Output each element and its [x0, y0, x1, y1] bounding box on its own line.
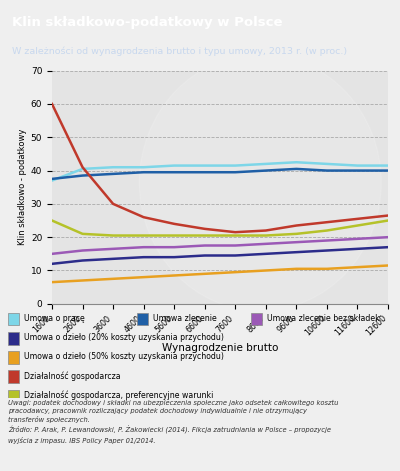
FancyBboxPatch shape	[8, 351, 19, 364]
Text: W zależności od wynagrodzenia brutto i typu umowy, 2013 r. (w proc.): W zależności od wynagrodzenia brutto i t…	[12, 47, 347, 57]
Text: Uwagi: podatek dochodowy i składki na ubezpieczenia społeczne jako odsetek całko: Uwagi: podatek dochodowy i składki na ub…	[8, 399, 338, 444]
FancyBboxPatch shape	[8, 390, 19, 403]
Text: Umowa o dzieło (20% koszty uzyskania przychodu): Umowa o dzieło (20% koszty uzyskania prz…	[24, 333, 224, 342]
Text: Klin składkowo-podatkowy w Polsce: Klin składkowo-podatkowy w Polsce	[12, 16, 282, 29]
Text: Działalność gospodarcza: Działalność gospodarcza	[24, 371, 120, 381]
FancyBboxPatch shape	[8, 313, 19, 325]
Text: Umowa zlecenie bez składek: Umowa zlecenie bez składek	[267, 314, 379, 323]
Text: Umowa o pracę: Umowa o pracę	[24, 314, 84, 323]
FancyBboxPatch shape	[8, 332, 19, 345]
Ellipse shape	[139, 54, 381, 311]
Y-axis label: Klin składkowo - podatkowy: Klin składkowo - podatkowy	[18, 129, 27, 245]
Text: Działalność gospodarcza, preferencyjne warunki: Działalność gospodarcza, preferencyjne w…	[24, 390, 213, 400]
FancyBboxPatch shape	[8, 370, 19, 383]
X-axis label: Wynagrodzenie brutto: Wynagrodzenie brutto	[162, 343, 278, 353]
FancyBboxPatch shape	[137, 313, 148, 325]
Text: Umowa o dzieło (50% koszty uzyskania przychodu): Umowa o dzieło (50% koszty uzyskania prz…	[24, 352, 224, 361]
Text: Umowa zlecenie: Umowa zlecenie	[153, 314, 217, 323]
FancyBboxPatch shape	[251, 313, 262, 325]
